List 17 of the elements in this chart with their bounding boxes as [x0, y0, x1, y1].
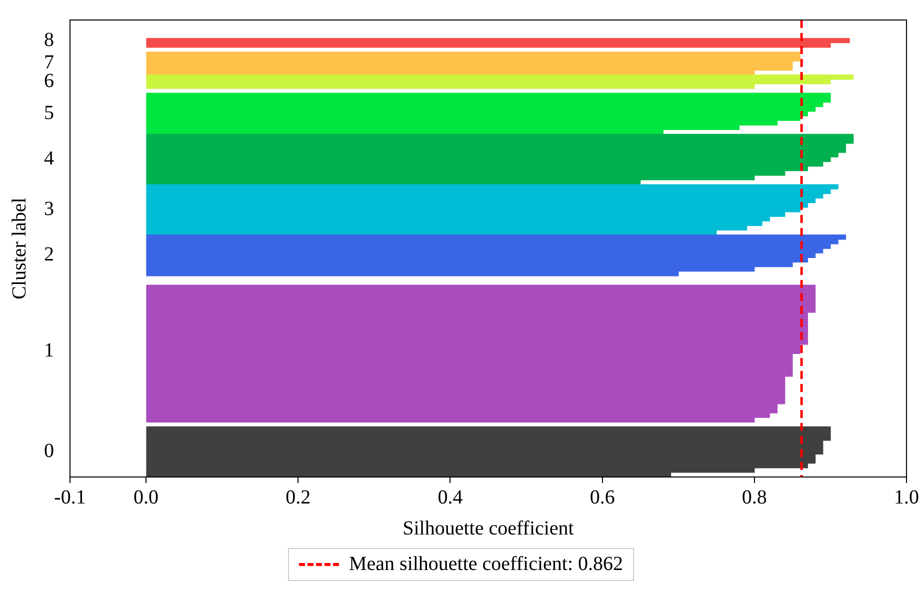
- x-tick-label: 1.0: [894, 486, 919, 508]
- x-tick-label: 0.4: [438, 486, 463, 508]
- y-tick-label: 3: [44, 198, 54, 220]
- x-axis-title: Silhouette coefficient: [402, 517, 574, 540]
- y-axis-title: Cluster label: [8, 197, 30, 300]
- legend-label: Mean silhouette coefficient: 0.862: [349, 553, 623, 576]
- x-tick-label: -0.1: [54, 486, 86, 508]
- y-tick-label: 4: [44, 148, 54, 170]
- y-tick-label: 5: [44, 102, 54, 124]
- x-tick-label: 0.0: [134, 486, 159, 508]
- y-tick-label: 1: [44, 340, 54, 362]
- y-tick-label: 2: [44, 244, 54, 266]
- y-tick-label: 8: [44, 28, 54, 51]
- x-tick-label: 0.8: [742, 486, 767, 508]
- x-tick-label: 0.2: [286, 486, 311, 508]
- y-tick-label: 0: [44, 440, 54, 462]
- x-tick-label: 0.6: [590, 486, 615, 508]
